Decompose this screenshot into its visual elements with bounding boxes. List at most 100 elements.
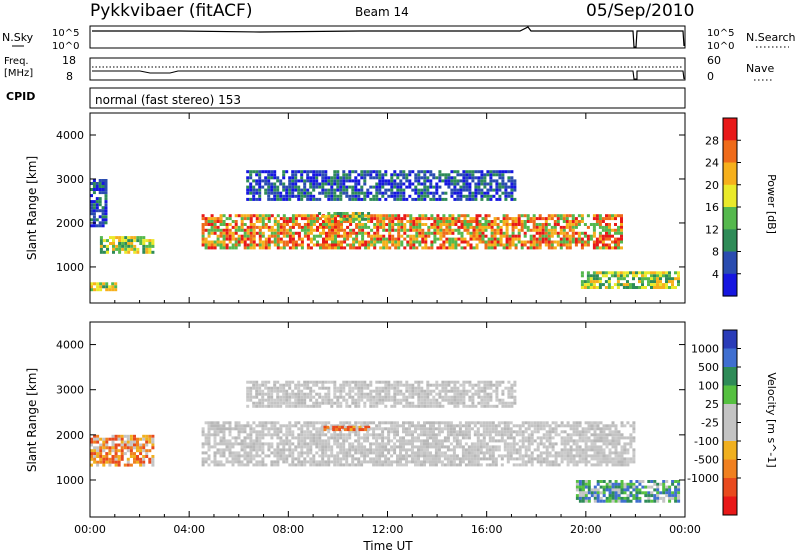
velocity-region-1-cell (530, 451, 534, 455)
velocity-region-2-cell (423, 389, 427, 393)
power-region-4-cell (246, 191, 250, 195)
velocity-region-1-cell (372, 430, 376, 434)
power-region-3-cell (424, 223, 428, 226)
power-region-3-cell (595, 217, 599, 221)
power-region-3-cell (532, 240, 536, 244)
velocity-region-1-cell (363, 421, 367, 425)
velocity-region-4-cell (635, 494, 639, 498)
velocity-region-1-cell (336, 460, 340, 464)
velocity-region-1-cell (348, 448, 352, 452)
velocity-region-2-cell (462, 386, 466, 390)
power-region-3-cell (454, 223, 458, 226)
power-region-4-cell (432, 197, 436, 201)
power-region-3-cell (391, 228, 395, 232)
velocity-region-2-cell (453, 398, 457, 402)
velocity-region-1-cell (204, 436, 208, 440)
velocity-region-2-cell (501, 392, 505, 396)
power-region-3-cell (340, 228, 343, 232)
power-region-4-cell (330, 185, 334, 189)
power-region-3-cell (608, 214, 611, 218)
power-region-1-cell (127, 239, 131, 243)
power-region-3-cell (511, 243, 515, 247)
velocity-region-1-cell (440, 430, 444, 434)
power-region-3-cell (397, 231, 401, 235)
velocity-region-1-cell (527, 421, 531, 425)
velocity-region-1-cell (491, 457, 495, 461)
velocity-region-1-cell (482, 457, 486, 461)
power-region-3-cell (514, 237, 518, 241)
power-region-3-cell (448, 243, 452, 247)
velocity-region-1-cell (258, 424, 262, 428)
velocity-region-1-cell (216, 463, 220, 467)
power-region-3-cell (276, 243, 280, 247)
power-region-6-cell (583, 283, 587, 287)
velocity-region-1-cell (378, 463, 382, 467)
velocity-region-1-cell (440, 460, 444, 464)
velocity-region-2-cell (300, 392, 304, 396)
velocity-region-1-cell (210, 445, 214, 449)
power-region-3-cell (511, 231, 515, 235)
power-region-1-cell (112, 244, 115, 248)
power-region-4-cell (264, 176, 268, 180)
velocity-region-1-cell (297, 442, 301, 446)
velocity-region-1-cell (393, 421, 397, 425)
velocity-region-2-cell (336, 389, 340, 393)
power-region-6-cell (677, 283, 680, 287)
velocity-region-4-cell (578, 485, 582, 489)
power-region-3-cell (391, 234, 395, 238)
power-region-4-cell (294, 176, 298, 180)
velocity-region-4-cell (656, 496, 660, 500)
velocity-region-2-cell (327, 386, 331, 390)
power-region-6-cell (653, 277, 656, 281)
power-region-3-cell (454, 243, 458, 247)
power-region-3-cell (493, 234, 497, 238)
velocity-region-1-cell (300, 427, 304, 431)
power-region-4-cell (438, 176, 442, 180)
velocity-region-1-cell (423, 463, 426, 467)
power-region-3-cell (598, 231, 602, 235)
velocity-region-1-cell (357, 442, 361, 446)
power-region-3-cell (532, 228, 536, 232)
velocity-region-2-cell (507, 380, 511, 384)
velocity-region-2-cell (396, 401, 400, 405)
velocity-region-2-cell (372, 404, 376, 408)
power-region-4-cell (375, 176, 379, 180)
velocity-region-0-cell (136, 457, 139, 461)
velocity-region-2-cell (309, 395, 313, 399)
velocity-region-1-cell (423, 454, 426, 458)
velocity-region-4-cell (605, 499, 609, 503)
velocity-region-1-cell (482, 421, 486, 425)
velocity-region-1-cell (405, 439, 408, 443)
power-region-4-cell (399, 170, 403, 174)
velocity-region-2-cell (318, 392, 322, 396)
power-region-3-cell (303, 217, 307, 221)
power-region-3-cell (553, 231, 557, 235)
velocity-region-1-cell (303, 421, 307, 425)
velocity-region-2-cell (423, 404, 427, 408)
velocity-region-1-cell (590, 442, 594, 446)
power-region-3-cell (553, 228, 557, 232)
power-region-4-cell (405, 197, 409, 201)
velocity-region-2-cell (465, 392, 469, 396)
velocity-region-1-cell (593, 433, 597, 437)
velocity-region-1-cell (581, 460, 585, 464)
velocity-region-2-cell (312, 383, 316, 387)
power-region-4-cell (249, 182, 253, 186)
velocity-region-2-cell (456, 392, 460, 396)
velocity-region-1-cell (264, 433, 268, 437)
velocity-region-1-cell (426, 430, 429, 434)
velocity-region-2-cell (480, 395, 484, 399)
power-region-3-cell (574, 240, 578, 244)
velocity-region-2-cell (408, 401, 412, 405)
power-region-3-cell (421, 237, 425, 241)
power-region-3-cell (240, 214, 244, 218)
velocity-region-1-cell (563, 448, 567, 452)
power-region-3-cell (213, 225, 217, 229)
velocity-region-1-cell (632, 460, 636, 464)
velocity-region-1-cell (629, 442, 633, 446)
power-region-3-cell (379, 237, 383, 241)
velocity-region-1-cell (548, 430, 552, 434)
power-region-6-cell (622, 286, 626, 289)
velocity-region-2-cell (507, 386, 511, 390)
velocity-region-1-cell (602, 436, 606, 440)
